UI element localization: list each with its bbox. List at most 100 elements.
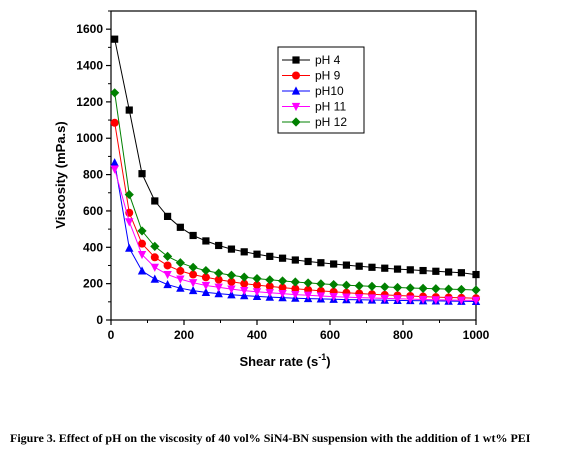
data-point bbox=[176, 266, 185, 275]
data-point bbox=[380, 282, 390, 292]
data-point bbox=[253, 250, 261, 258]
data-point bbox=[201, 265, 211, 276]
series-5 bbox=[110, 88, 481, 295]
x-axis-title: Shear rate (s-1) bbox=[239, 352, 330, 369]
x-tick-label: 800 bbox=[393, 328, 413, 342]
data-point bbox=[138, 239, 147, 248]
data-point bbox=[329, 279, 339, 290]
data-point bbox=[253, 281, 261, 290]
data-point bbox=[406, 266, 414, 274]
data-point bbox=[125, 218, 134, 227]
data-point bbox=[329, 292, 338, 302]
data-point bbox=[342, 261, 351, 269]
data-point bbox=[214, 283, 223, 292]
data-point bbox=[188, 285, 198, 295]
data-point bbox=[176, 275, 185, 284]
series-1 bbox=[111, 35, 480, 279]
legend-marker bbox=[291, 86, 301, 95]
data-point bbox=[226, 270, 237, 280]
data-point bbox=[163, 279, 172, 289]
data-point bbox=[367, 294, 377, 303]
data-point bbox=[368, 263, 376, 271]
data-point bbox=[291, 290, 300, 300]
data-point bbox=[151, 197, 159, 205]
y-tick-label: 1400 bbox=[76, 59, 103, 73]
data-point bbox=[355, 262, 363, 270]
y-tick-label: 200 bbox=[83, 277, 103, 291]
x-tick-label: 200 bbox=[174, 328, 194, 342]
data-point bbox=[137, 266, 147, 275]
data-point bbox=[125, 106, 133, 114]
series-layer bbox=[110, 35, 481, 306]
y-tick-label: 800 bbox=[83, 168, 103, 182]
data-point bbox=[457, 269, 465, 277]
data-point bbox=[240, 286, 249, 296]
data-point bbox=[227, 277, 236, 286]
data-point bbox=[125, 243, 134, 252]
data-point bbox=[189, 231, 197, 240]
data-point bbox=[202, 237, 210, 245]
data-point bbox=[278, 254, 287, 262]
data-point bbox=[110, 88, 120, 98]
data-point bbox=[444, 296, 453, 305]
data-point bbox=[214, 268, 224, 278]
data-point bbox=[266, 252, 274, 260]
data-point bbox=[472, 270, 480, 279]
legend-label: pH 11 bbox=[315, 100, 346, 114]
series-2 bbox=[110, 118, 480, 303]
data-point bbox=[303, 278, 313, 288]
data-point bbox=[188, 279, 198, 288]
legend-marker bbox=[291, 117, 301, 127]
data-point bbox=[240, 248, 248, 256]
axes-layer: 0 200 400 600 800 1000 0 200 400 600 800 1000 1200 14… bbox=[76, 10, 490, 342]
data-point bbox=[265, 289, 274, 298]
data-point bbox=[201, 273, 210, 282]
data-point bbox=[278, 283, 287, 292]
x-tick-label: 1000 bbox=[463, 328, 490, 342]
data-point bbox=[188, 262, 198, 272]
data-point bbox=[150, 253, 159, 262]
data-point bbox=[111, 35, 119, 43]
data-point bbox=[431, 296, 441, 305]
data-point bbox=[393, 265, 402, 273]
data-point bbox=[163, 270, 172, 280]
data-point bbox=[342, 293, 351, 302]
data-point bbox=[471, 285, 481, 295]
data-point bbox=[393, 295, 402, 304]
series-4 bbox=[110, 165, 481, 305]
data-point bbox=[214, 275, 223, 284]
legend-label: pH 4 bbox=[315, 53, 341, 67]
data-point bbox=[227, 290, 236, 299]
data-point bbox=[227, 245, 236, 253]
data-point bbox=[445, 268, 453, 276]
data-point bbox=[392, 282, 403, 293]
data-point bbox=[137, 250, 147, 260]
data-point bbox=[406, 295, 415, 304]
y-tick-label: 1600 bbox=[76, 22, 103, 36]
y-tick-label: 0 bbox=[96, 313, 103, 327]
legend-label: pH10 bbox=[315, 84, 344, 98]
data-point bbox=[290, 277, 300, 287]
data-point bbox=[163, 261, 172, 270]
data-point bbox=[163, 212, 172, 220]
data-point bbox=[124, 189, 134, 200]
data-point bbox=[330, 260, 338, 268]
data-point bbox=[110, 158, 119, 167]
data-point bbox=[316, 279, 326, 289]
legend-marker bbox=[292, 71, 300, 80]
data-point bbox=[431, 284, 441, 294]
data-point bbox=[419, 266, 427, 275]
data-point bbox=[252, 288, 262, 297]
data-point bbox=[265, 275, 275, 285]
data-point bbox=[457, 296, 466, 305]
data-point bbox=[405, 283, 415, 293]
legend-marker bbox=[292, 56, 300, 64]
legend-label: pH 12 bbox=[315, 115, 347, 129]
x-tick-label: 400 bbox=[247, 328, 267, 342]
data-point bbox=[291, 284, 300, 293]
y-tick-label: 400 bbox=[83, 240, 103, 254]
data-point bbox=[278, 290, 287, 299]
data-point bbox=[150, 274, 159, 283]
data-point bbox=[277, 276, 288, 286]
